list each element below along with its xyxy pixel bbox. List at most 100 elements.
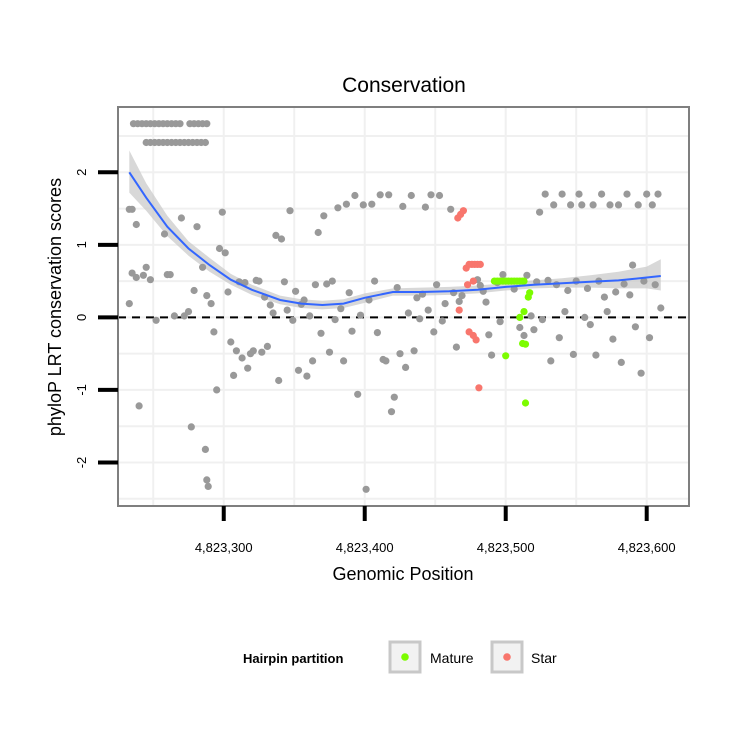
point-other [564,286,572,295]
point-other [485,331,493,339]
point-other [203,476,211,484]
point-other [311,281,319,289]
point-other [382,357,390,365]
point-other [541,190,549,198]
point-other [272,231,280,239]
point-other [544,276,552,284]
point-other [520,331,528,340]
point-other [530,326,538,334]
point-other [170,312,178,320]
point-other [142,263,150,271]
point-other [402,363,410,371]
point-other [342,200,350,208]
point-star [464,281,472,289]
point-other [438,317,446,325]
point-mature [521,340,530,348]
point-other [598,190,606,198]
point-other [132,220,140,229]
point-other [152,316,160,324]
point-other [458,292,466,300]
point-other [482,298,490,306]
point-other [550,201,558,209]
point-other [476,281,484,290]
point-other [362,485,370,493]
plot-border [117,106,690,507]
point-other [592,351,600,359]
point-other [249,347,257,355]
point-other [190,286,198,295]
point-other [407,191,415,200]
point-other [516,323,524,332]
y-tick-label: 1 [74,241,89,248]
point-other [629,261,637,269]
point-other [221,249,229,257]
point-other [306,312,314,320]
point-other [455,297,463,305]
point-other [578,201,586,209]
x-tick-label: 4,823,400 [336,540,394,555]
point-other [300,296,308,304]
point-other [547,357,555,365]
x-tick-label: 4,823,300 [195,540,253,555]
point-other [488,351,496,359]
point-other [441,300,449,308]
point-other [612,288,620,296]
point-other [269,309,277,317]
point-other [427,191,435,199]
point-other [160,230,169,238]
point-mature [521,399,530,407]
point-other [184,308,193,316]
point-other [328,277,336,285]
point-other [536,208,544,216]
point-other [396,350,404,358]
point-other [523,271,531,279]
point-other [499,271,507,279]
point-star [469,277,477,285]
point-other [139,271,147,279]
point-other [132,273,140,282]
point-other [241,279,249,287]
point-other [410,347,418,355]
point-other [317,329,325,337]
point-other [356,311,365,319]
point-other [176,120,184,128]
point-other [146,276,154,284]
point-other [201,138,209,147]
legend-dot-mature [401,653,409,661]
point-other [238,354,246,362]
point-other [255,277,263,285]
point-other [354,390,362,398]
point-other [309,357,317,365]
y-tick-label: 2 [74,169,89,176]
y-tick-label: -2 [74,457,89,469]
point-other [263,342,271,350]
legend: Hairpin partition Mature Star [243,640,557,674]
point-other [631,323,640,331]
point-star [476,260,484,268]
point-other [340,357,348,365]
point-other [393,284,401,292]
point-other [433,281,441,289]
x-axis-title: Genomic Position [332,564,473,584]
point-other [387,408,396,416]
point-other [643,190,651,198]
point-other [600,293,609,301]
point-other [320,212,328,220]
point-other [331,316,339,324]
point-other [373,329,381,337]
point-other [424,306,432,314]
point-other [213,386,221,394]
point-other [135,402,143,410]
point-other [294,366,303,374]
point-other [413,294,421,302]
point-other [337,305,345,313]
point-other [538,316,547,324]
point-other [325,348,334,356]
point-other [227,338,235,346]
point-other [430,328,438,336]
point-other [289,316,297,324]
point-mature [526,289,534,297]
point-other [187,423,195,431]
point-other [648,201,656,209]
point-other [345,289,353,297]
